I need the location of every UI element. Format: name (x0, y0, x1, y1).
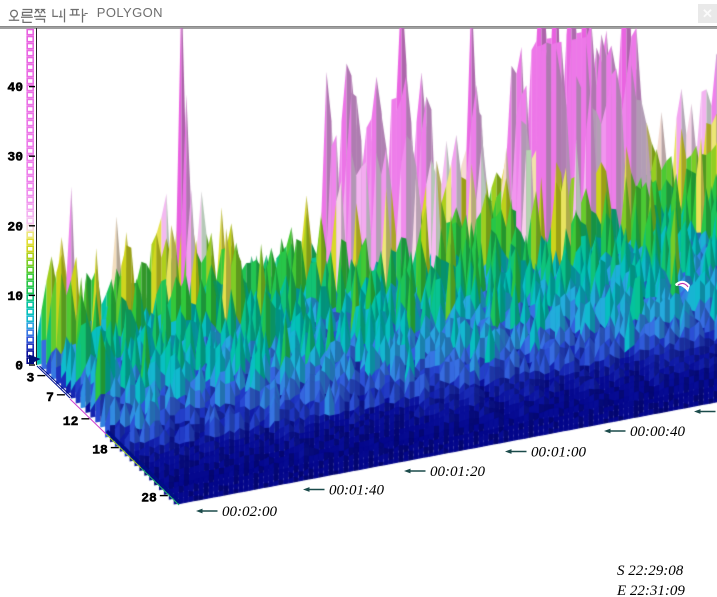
svg-text:00:02:00: 00:02:00 (222, 504, 277, 520)
svg-text:20: 20 (7, 219, 23, 234)
svg-text:30: 30 (7, 150, 23, 165)
svg-text:E 22:31:09: E 22:31:09 (616, 583, 685, 597)
svg-text:18: 18 (92, 443, 108, 458)
svg-text:28: 28 (141, 491, 157, 506)
svg-text:00:00:40: 00:00:40 (630, 424, 685, 440)
svg-text:0: 0 (15, 359, 23, 374)
svg-text:7: 7 (46, 390, 54, 405)
svg-text:10: 10 (7, 289, 23, 304)
svg-text:S 22:29:08: S 22:29:08 (617, 563, 684, 579)
svg-text:00:01:40: 00:01:40 (329, 483, 384, 499)
svg-text:3: 3 (26, 371, 34, 386)
svg-text:00:01:00: 00:01:00 (531, 445, 586, 461)
svg-text:40: 40 (7, 80, 23, 95)
svg-text:00:01:20: 00:01:20 (430, 464, 485, 480)
svg-text:12: 12 (63, 414, 79, 429)
